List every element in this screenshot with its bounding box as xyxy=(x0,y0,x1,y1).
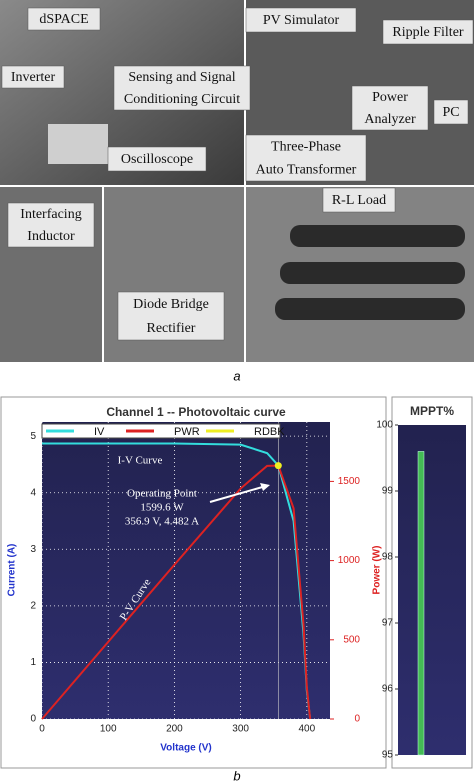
label-box xyxy=(1,65,65,89)
arrow xyxy=(209,485,267,503)
legend xyxy=(41,423,281,439)
y-tick-label: 100 xyxy=(376,420,393,431)
photo-label: PV Simulator xyxy=(263,13,340,28)
photo-label: Sensing and Signal xyxy=(128,70,235,85)
label-box xyxy=(107,146,207,172)
series-line xyxy=(41,464,312,720)
y-tick-label: 2 xyxy=(30,600,36,611)
photo-label: Oscilloscope xyxy=(121,152,193,167)
x-tick-label: 100 xyxy=(100,724,117,735)
y-tick-label: 99 xyxy=(382,486,394,497)
y-tick-label: 96 xyxy=(382,684,394,695)
y2-tick-label: 1000 xyxy=(338,555,361,566)
y-tick-label: 5 xyxy=(30,431,36,442)
photo-label: Interfacing xyxy=(20,207,81,222)
label-box xyxy=(245,134,367,182)
resistor xyxy=(280,262,465,284)
y2-tick-label: 500 xyxy=(343,634,360,645)
photo-label: Inductor xyxy=(27,229,75,244)
bar xyxy=(417,451,425,756)
annotation: I-V Curve xyxy=(118,455,163,467)
y-tick-label: 97 xyxy=(382,618,394,629)
photo-label: R-L Load xyxy=(332,193,386,208)
photo-label: Power xyxy=(372,90,408,105)
photo-label: Analyzer xyxy=(364,112,416,127)
plot-area xyxy=(42,422,330,719)
x-axis-label: Voltage (V) xyxy=(160,743,211,754)
x-tick-label: 400 xyxy=(298,724,315,735)
photo-label: Diode Bridge xyxy=(133,297,209,312)
label-box xyxy=(351,85,429,131)
x-tick-label: 200 xyxy=(166,724,183,735)
y-tick-label: 1 xyxy=(30,657,36,668)
y-tick-label: 95 xyxy=(382,750,394,761)
data-point xyxy=(274,462,282,470)
resistor xyxy=(275,298,465,320)
caption: b xyxy=(233,768,240,783)
x-tick-label: 0 xyxy=(39,724,45,735)
annotation: Operating Point xyxy=(127,488,197,500)
photo-label: PC xyxy=(442,105,459,120)
photo-label: Rectifier xyxy=(147,321,196,336)
legend-label: RDBK xyxy=(254,426,285,438)
label-box xyxy=(433,99,469,125)
photos xyxy=(0,0,474,362)
resistor xyxy=(290,225,465,247)
photo-label: Ripple Filter xyxy=(392,25,464,40)
legend-label: PWR xyxy=(174,426,200,438)
y-tick-label: 0 xyxy=(30,714,36,725)
annotation: 356.9 V, 4.482 A xyxy=(125,516,199,528)
label-box xyxy=(322,187,396,213)
legend-label: IV xyxy=(94,426,105,438)
x-tick-label: 300 xyxy=(232,724,249,735)
y-axis-label: Current (A) xyxy=(7,544,18,597)
y-tick-label: 3 xyxy=(30,544,36,555)
y2-axis-label: Power (W) xyxy=(372,546,383,595)
plot-area xyxy=(398,425,466,755)
label-box xyxy=(113,65,251,111)
photo-label: Auto Transformer xyxy=(256,163,357,178)
photo-label: Inverter xyxy=(11,70,56,85)
oscilloscope xyxy=(48,124,108,164)
photo-label: Conditioning Circuit xyxy=(124,92,240,107)
arrow-head xyxy=(260,483,270,491)
y-tick-label: 98 xyxy=(382,552,394,563)
photo-label: Three-Phase xyxy=(271,140,341,155)
label-box xyxy=(27,7,101,31)
caption: a xyxy=(233,368,240,383)
annotation: 1599.6 W xyxy=(140,502,184,514)
label-box xyxy=(382,19,474,45)
label-box xyxy=(245,7,357,33)
y2-tick-label: 0 xyxy=(354,714,360,725)
label-box xyxy=(7,202,95,248)
y2-tick-label: 1500 xyxy=(338,476,361,487)
label-box xyxy=(117,291,225,341)
y-tick-label: 4 xyxy=(30,487,36,498)
chart-title: Channel 1 -- Photovoltaic curve xyxy=(106,405,286,419)
photo-label: dSPACE xyxy=(39,12,88,27)
chart-title: MPPT% xyxy=(410,404,454,418)
